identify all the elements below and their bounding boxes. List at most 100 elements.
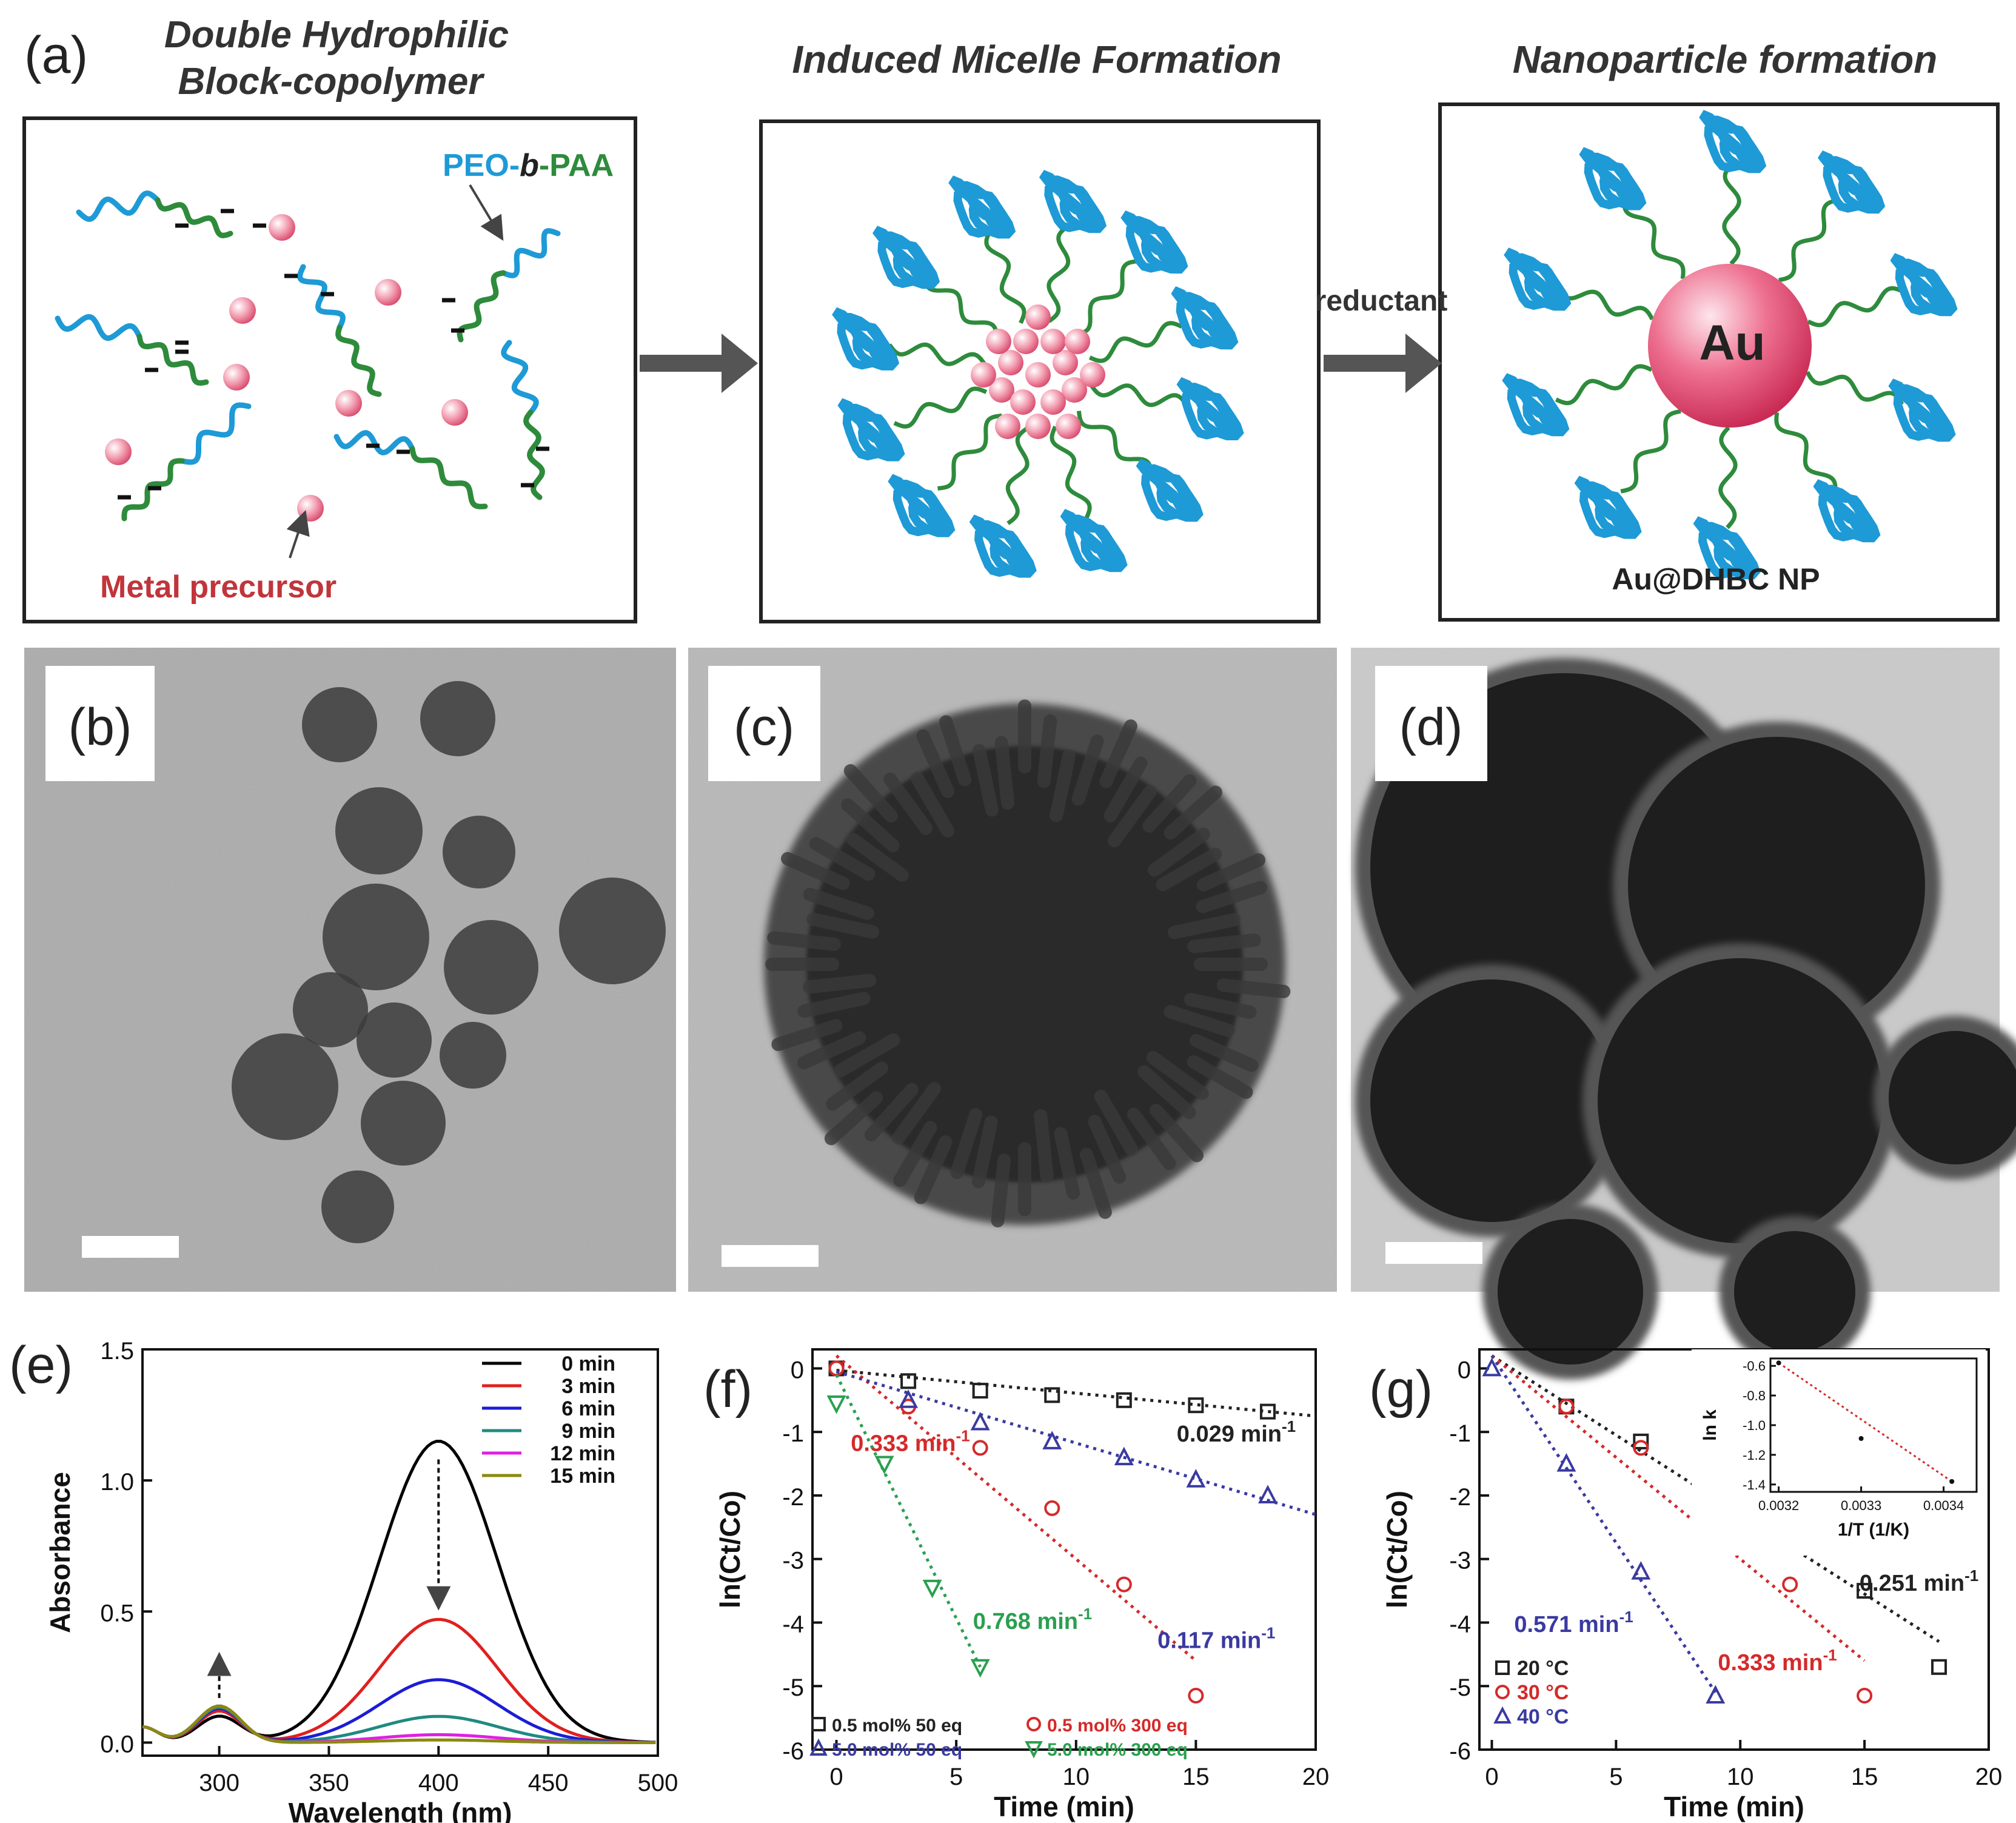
micelle-paa-arm-8	[984, 230, 1026, 324]
np-peo-coil-8	[1699, 110, 1767, 173]
y-axis-label: ln(Ct/Co)	[1381, 1491, 1413, 1608]
tem-c-nanorod-56	[1196, 853, 1266, 891]
inset-point-2	[1949, 1479, 1955, 1484]
legend-label-0: 20 °C	[1517, 1657, 1569, 1680]
y-tick-label-4: -4	[1449, 1611, 1471, 1637]
rate-label-0: 0.251 min-1	[1860, 1566, 1978, 1596]
rate-label-0: 0.029 min-1	[1177, 1417, 1296, 1447]
tem-c-nanorod-20	[893, 1121, 937, 1187]
legend-marker-0	[811, 1717, 826, 1731]
rate-label-exponent-1: -1	[956, 1427, 969, 1445]
tem-d-particles	[1355, 658, 2016, 1380]
data-point-0-4	[1116, 1392, 1132, 1408]
process-arrow-1-shaft	[640, 355, 725, 372]
rate-label-exponent-3: -1	[1078, 1605, 1092, 1623]
fit-line-2	[1490, 1355, 1717, 1694]
micelle-peo-coil-0	[1176, 377, 1244, 440]
inset-point-1	[1858, 1436, 1864, 1441]
panel-d-tem-image: (d)	[1351, 648, 2016, 1380]
plot-frame	[811, 1348, 1317, 1751]
y-tick-label-1: 0.5	[100, 1600, 134, 1627]
scale-bar-b	[82, 1236, 179, 1258]
panel-c-tem-image: (c)	[688, 648, 1337, 1292]
data-point-0-2	[972, 1383, 988, 1399]
peo-block-0	[76, 190, 161, 222]
paa-block-4	[523, 409, 545, 500]
tem-c-nanorod-44	[994, 736, 1015, 810]
panel-a-scheme: (a) Double Hydrophilic Block-copolymer I…	[22, 14, 2000, 623]
x-tick-label-2: 400	[418, 1770, 459, 1796]
x-tick-label-0: 300	[199, 1770, 239, 1796]
tem-b-particles	[232, 681, 666, 1243]
tem-c-nanorod-17	[971, 1115, 998, 1189]
micelle-core-ion-13	[971, 362, 996, 388]
y-tick-label-3: 1.5	[100, 1338, 134, 1365]
process-arrow-1-head	[722, 334, 758, 393]
plot-frame	[141, 1348, 659, 1757]
rate-label-1: 0.333 min-1	[851, 1427, 969, 1457]
legend-label-5: 15 min	[550, 1465, 615, 1488]
data-point-0-1	[900, 1373, 917, 1389]
data-point-3-2	[922, 1579, 942, 1599]
tem-b-nanoparticle-3	[443, 816, 515, 888]
au-core-sphere	[1648, 264, 1812, 428]
legend-label-2: 40 °C	[1517, 1705, 1569, 1728]
tem-c-nanorod-33	[803, 887, 874, 920]
tem-d-particle-5	[1498, 1219, 1643, 1365]
scale-bar-c	[722, 1245, 819, 1267]
polymer-label: PEO-b-PAA	[443, 148, 614, 183]
np-peo-coil-5	[1502, 373, 1570, 437]
inset-fit-line	[1778, 1362, 1953, 1483]
panel-label-a: (a)	[24, 26, 88, 84]
micelle-peo-coil-6	[832, 307, 900, 371]
tem-c-nanorod-55	[1156, 847, 1222, 891]
legend-marker-2	[809, 1738, 828, 1756]
rate-label-3: 0.768 min-1	[973, 1605, 1092, 1634]
tem-c-nanorod-53	[1164, 785, 1222, 840]
reductant-label: reductant	[1315, 285, 1448, 317]
np-peo-coil-9	[1818, 150, 1886, 214]
y-tick-label-2: 1.0	[100, 1469, 134, 1496]
precursor-ion-0	[269, 214, 295, 241]
series-line-5	[142, 1704, 656, 1744]
inset-point-0	[1776, 1360, 1781, 1366]
process-arrow-2-head	[1405, 334, 1442, 393]
peo-block-2	[297, 264, 346, 331]
x-tick-label-4: 20	[1975, 1764, 2003, 1790]
np-paa-arm-2	[1774, 412, 1838, 495]
micelle-core-ion-6	[1062, 377, 1087, 403]
tem-c-nanorod-4	[1189, 1033, 1259, 1072]
y-axis-label: Absorbance	[44, 1472, 76, 1633]
rate-label-1: 0.333 min-1	[1718, 1646, 1837, 1676]
tem-b-nanoparticle-11	[361, 1081, 446, 1166]
tem-c-nanorod-32	[806, 912, 880, 939]
peo-block-4	[501, 340, 539, 415]
paa-block-0	[155, 197, 233, 238]
np-paa-arm-1	[1805, 371, 1904, 406]
data-point-2-0	[899, 1389, 919, 1408]
np-peo-coil-0	[1890, 253, 1958, 317]
tem-c-nanorod-27	[771, 1019, 843, 1052]
series-line-1	[142, 1617, 656, 1744]
precursor-ion-1	[229, 297, 256, 324]
micelle-paa-arm-0	[1090, 383, 1188, 408]
x-tick-label-1: 5	[949, 1764, 963, 1790]
tem-c-nanorod-41	[916, 729, 955, 798]
tem-c-nanorod-16	[991, 1153, 1011, 1227]
tem-d-particle-4	[1889, 1031, 2016, 1164]
rate-label-2: 0.571 min-1	[1514, 1608, 1633, 1637]
data-point-0-5	[1188, 1397, 1204, 1414]
micelle-core-ion-1	[998, 350, 1023, 375]
tem-c-nanorod-3	[1164, 1005, 1235, 1038]
step3-title: Nanoparticle formation	[1513, 38, 1938, 81]
y-tick-label-6: -6	[1449, 1738, 1471, 1765]
y-tick-label-5: -5	[782, 1674, 804, 1701]
tem-d-particle-3	[1598, 958, 1883, 1243]
tem-c-nanorod-47	[1050, 749, 1076, 822]
legend-label-1: 30 °C	[1517, 1681, 1569, 1704]
tem-b-nanoparticle-4	[323, 884, 429, 990]
tem-c-nanorod-2	[1184, 993, 1257, 1019]
fit-line-0	[836, 1369, 1316, 1418]
